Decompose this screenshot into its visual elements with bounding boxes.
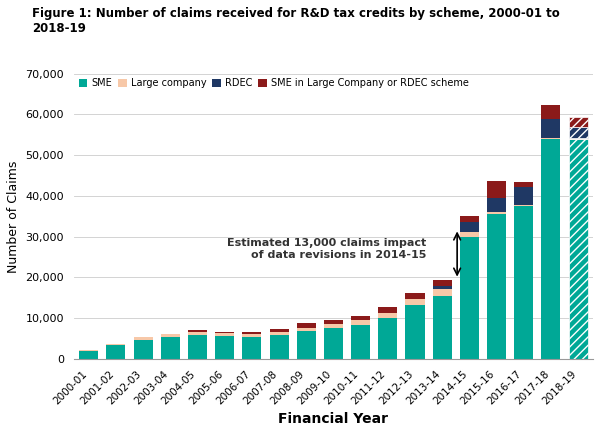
- Bar: [297, 328, 316, 331]
- Bar: [514, 187, 533, 205]
- Bar: [215, 333, 234, 336]
- Bar: [487, 198, 506, 212]
- Bar: [433, 280, 452, 286]
- Bar: [351, 320, 370, 325]
- Bar: [406, 293, 425, 299]
- Bar: [569, 139, 587, 359]
- Bar: [541, 139, 560, 359]
- Bar: [188, 330, 207, 332]
- Bar: [541, 138, 560, 139]
- Bar: [514, 206, 533, 359]
- Bar: [379, 307, 397, 313]
- Bar: [487, 212, 506, 214]
- Bar: [215, 332, 234, 333]
- Bar: [487, 181, 506, 198]
- Bar: [242, 336, 262, 359]
- Bar: [406, 299, 425, 305]
- Bar: [460, 232, 479, 237]
- Bar: [297, 331, 316, 359]
- Bar: [134, 340, 152, 359]
- Bar: [106, 345, 125, 359]
- Bar: [379, 313, 397, 318]
- Bar: [541, 105, 560, 119]
- Bar: [514, 182, 533, 187]
- Bar: [79, 351, 98, 359]
- Bar: [188, 332, 207, 335]
- Bar: [324, 329, 343, 359]
- Bar: [460, 216, 479, 222]
- X-axis label: Financial Year: Financial Year: [278, 412, 388, 426]
- Bar: [351, 325, 370, 359]
- Bar: [324, 324, 343, 329]
- Legend: SME, Large company, RDEC, SME in Large Company or RDEC scheme: SME, Large company, RDEC, SME in Large C…: [79, 78, 469, 88]
- Bar: [161, 337, 180, 359]
- Bar: [541, 119, 560, 138]
- Bar: [433, 296, 452, 359]
- Bar: [514, 205, 533, 206]
- Bar: [79, 350, 98, 351]
- Bar: [134, 337, 152, 340]
- Bar: [269, 329, 289, 332]
- Bar: [569, 117, 587, 127]
- Bar: [242, 334, 262, 336]
- Bar: [242, 332, 262, 334]
- Bar: [324, 320, 343, 324]
- Bar: [379, 318, 397, 359]
- Bar: [188, 335, 207, 359]
- Bar: [433, 289, 452, 296]
- Bar: [569, 127, 587, 138]
- Bar: [487, 214, 506, 359]
- Bar: [269, 332, 289, 335]
- Text: Estimated 13,000 claims impact
of data revisions in 2014-15: Estimated 13,000 claims impact of data r…: [227, 238, 426, 260]
- Text: Figure 1: Number of claims received for R&D tax credits by scheme, 2000-01 to
20: Figure 1: Number of claims received for …: [32, 7, 560, 35]
- Bar: [351, 316, 370, 320]
- Bar: [433, 286, 452, 289]
- Bar: [215, 336, 234, 359]
- Bar: [460, 237, 479, 359]
- Bar: [460, 222, 479, 232]
- Bar: [269, 335, 289, 359]
- Y-axis label: Number of Claims: Number of Claims: [7, 160, 20, 272]
- Bar: [406, 305, 425, 359]
- Bar: [297, 323, 316, 328]
- Bar: [161, 334, 180, 337]
- Bar: [106, 344, 125, 345]
- Bar: [569, 138, 587, 139]
